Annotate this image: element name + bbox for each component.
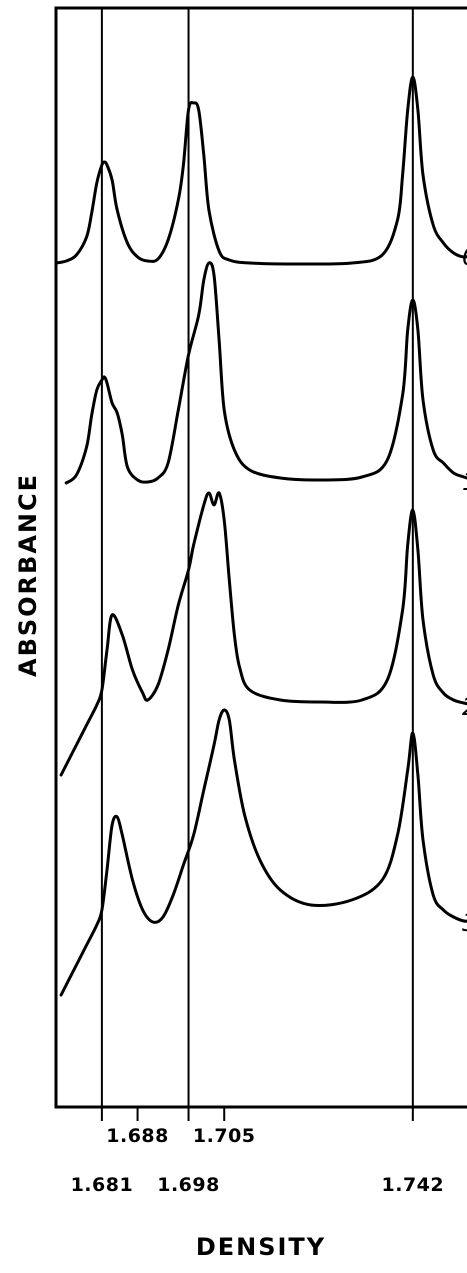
x-tick-label-1.742: 1.742 — [382, 1174, 445, 1196]
trace-label-0: 0 — [462, 243, 467, 271]
trace-label-1: 1 — [462, 468, 467, 496]
trace-0 — [54, 75, 467, 266]
absorbance-traces — [54, 75, 467, 997]
trace-2 — [59, 491, 467, 777]
x-tick-label-1.681: 1.681 — [71, 1174, 134, 1196]
x-tick-label-1.705: 1.705 — [193, 1125, 256, 1147]
x-tick-label-1.698: 1.698 — [157, 1174, 220, 1196]
x-tick-label-1.688: 1.688 — [106, 1125, 169, 1147]
x-tick-labels: 1.688 1.705 1.681 1.698 1.742 — [71, 1125, 445, 1196]
trace-labels: 0 1 2 3 — [462, 243, 467, 937]
trace-1 — [64, 261, 467, 485]
reference-lines — [100, 8, 414, 1121]
trace-3 — [59, 708, 467, 997]
plot-frame — [54, 6, 467, 1109]
x-axis-ticks — [136, 1107, 226, 1121]
trace-label-3: 3 — [462, 909, 467, 937]
y-axis-title: ABSORBANCE — [14, 473, 42, 677]
trace-label-2: 2 — [462, 693, 467, 721]
x-axis-title: DENSITY — [196, 1233, 326, 1261]
